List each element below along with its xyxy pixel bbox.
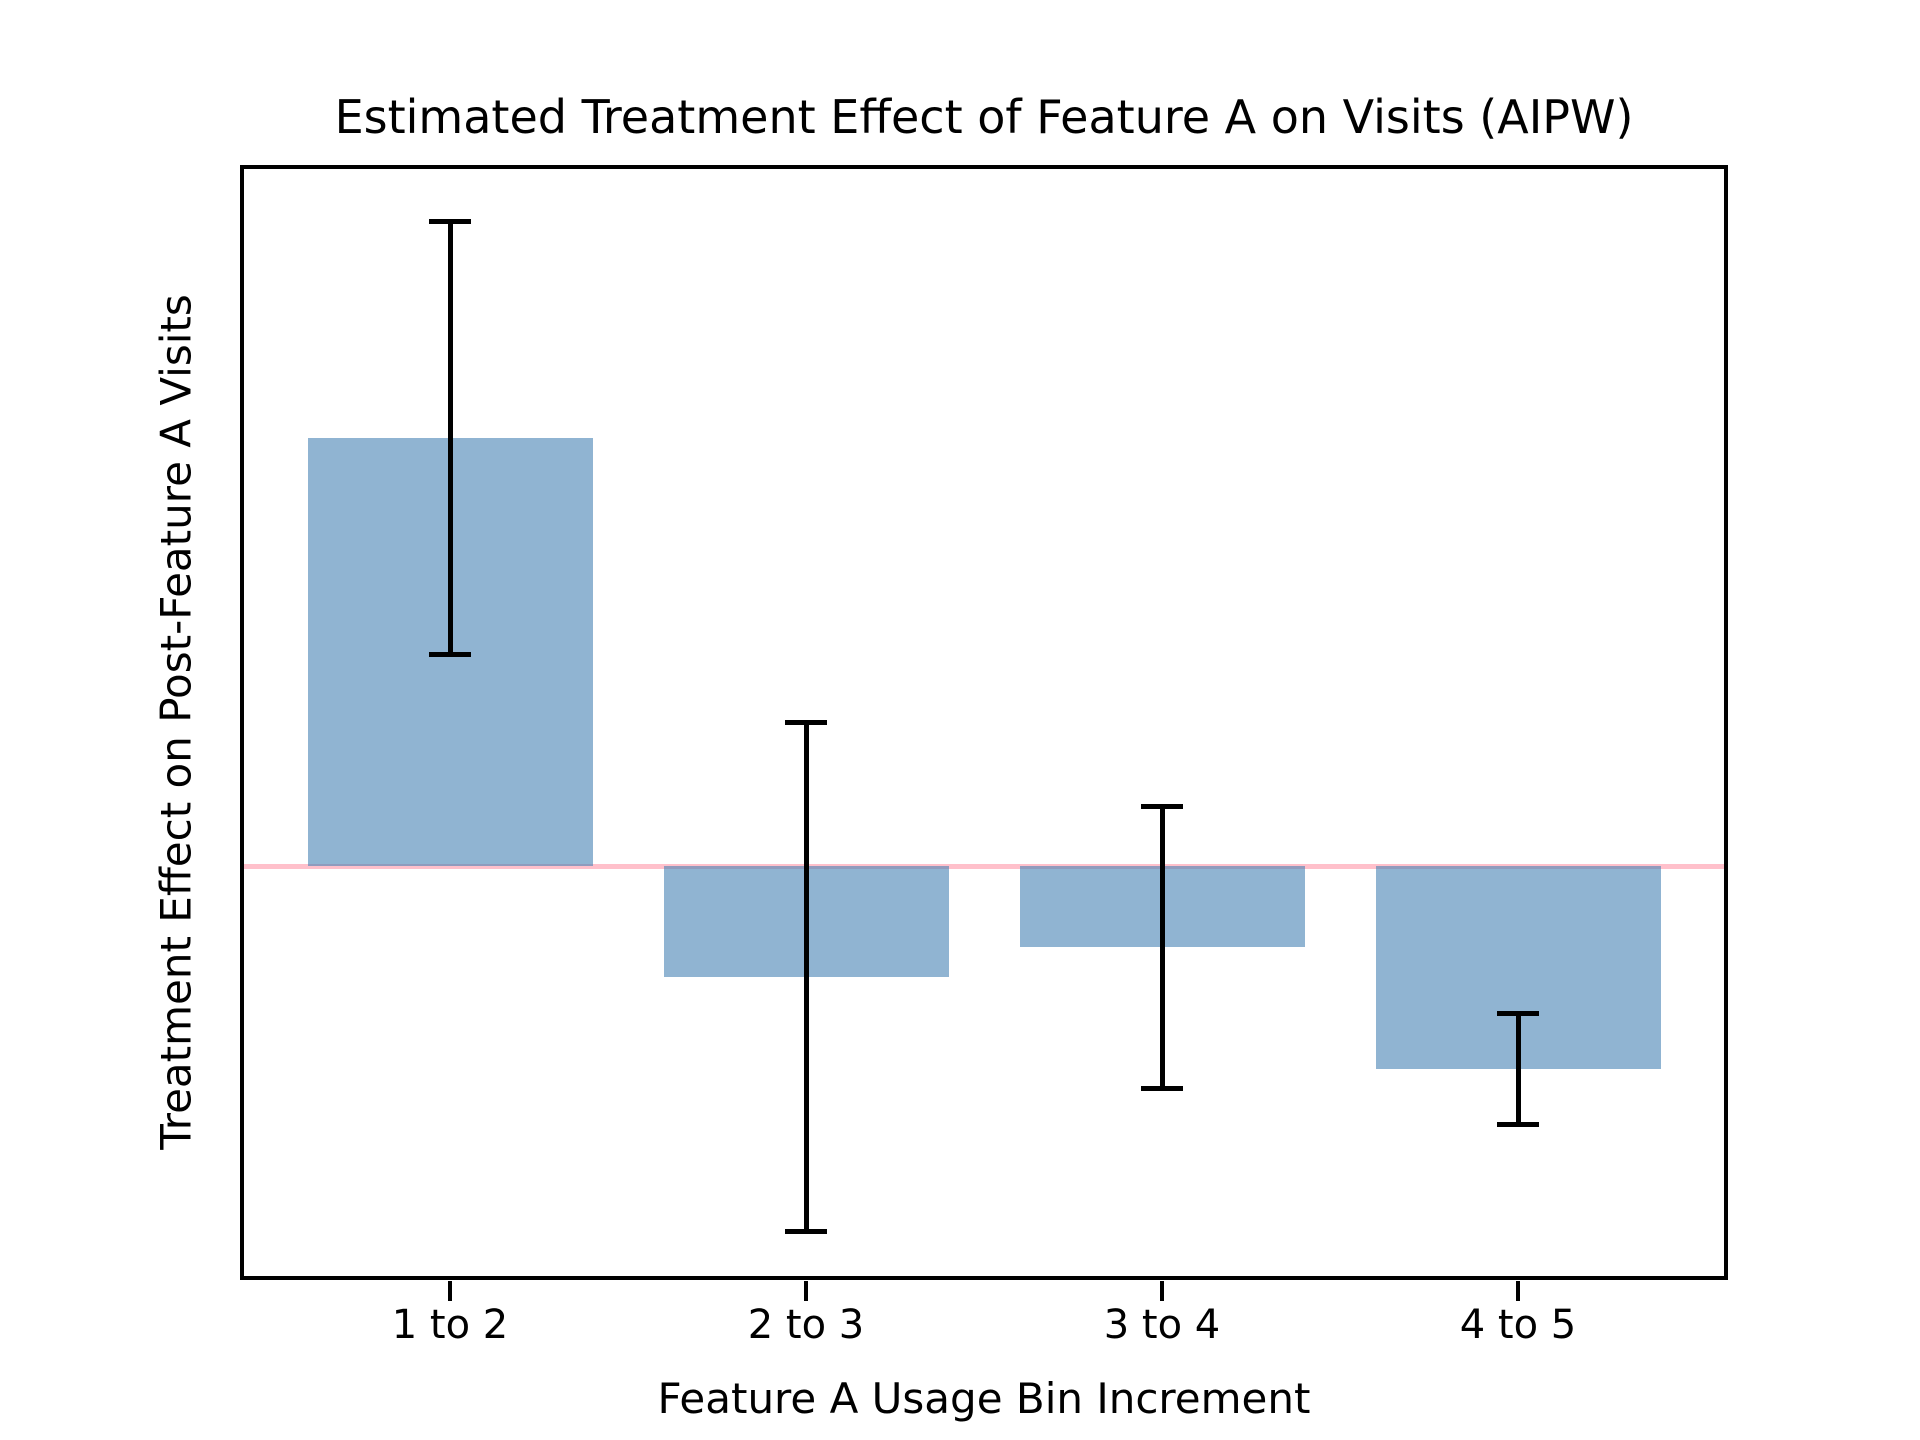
x-tick-label-1-to-2: 1 to 2 [391,1302,509,1348]
error-bar-top-cap-1-to-2 [429,219,471,225]
error-bar-line-4-to-5 [1515,1013,1521,1125]
error-bar-line-2-to-3 [803,722,809,1232]
x-tick-1-to-2 [448,1281,452,1301]
error-bar-bottom-cap-3-to-4 [1141,1086,1183,1092]
x-tick-2-to-3 [804,1281,808,1301]
error-bar-top-cap-2-to-3 [785,720,827,726]
zero-reference-line [244,864,1724,869]
x-axis-label: Feature A Usage Bin Increment [657,1374,1311,1423]
y-axis-label: Treatment Effect on Post-Feature A Visit… [151,294,201,1150]
x-tick-label-4-to-5: 4 to 5 [1459,1302,1577,1348]
chart-title: Estimated Treatment Effect of Feature A … [334,90,1634,144]
error-bar-bottom-cap-1-to-2 [429,651,471,657]
error-bar-line-3-to-4 [1159,806,1165,1089]
error-bar-line-1-to-2 [447,221,453,655]
x-tick-3-to-4 [1160,1281,1164,1301]
error-bar-top-cap-3-to-4 [1141,803,1183,809]
error-bar-bottom-cap-2-to-3 [785,1229,827,1235]
error-bar-bottom-cap-4-to-5 [1497,1122,1539,1128]
x-tick-4-to-5 [1516,1281,1520,1301]
error-bar-top-cap-4-to-5 [1497,1011,1539,1017]
x-tick-label-2-to-3: 2 to 3 [747,1302,865,1348]
x-tick-label-3-to-4: 3 to 4 [1103,1302,1221,1348]
plot-area [240,165,1728,1280]
